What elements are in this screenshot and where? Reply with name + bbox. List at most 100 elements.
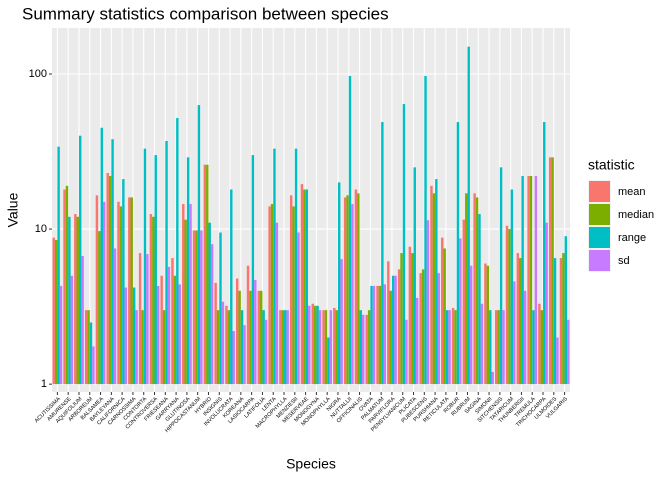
bar — [102, 201, 106, 385]
bar — [413, 167, 416, 385]
bar — [394, 275, 397, 385]
bar — [146, 254, 149, 385]
bar — [171, 258, 174, 385]
legend-swatch — [589, 227, 610, 248]
bar — [117, 201, 120, 385]
bar — [343, 197, 347, 385]
bar — [184, 219, 187, 385]
bar — [227, 310, 231, 385]
bar — [523, 290, 527, 385]
bar — [415, 297, 419, 385]
bar — [225, 305, 228, 385]
bar — [316, 305, 319, 385]
legend-label: sd — [618, 255, 630, 267]
bar — [63, 189, 66, 385]
bar — [124, 287, 128, 385]
bar — [448, 310, 451, 385]
bar — [548, 157, 552, 385]
bar — [513, 281, 516, 385]
bar — [54, 240, 58, 385]
bar — [122, 179, 125, 385]
bar — [378, 285, 382, 385]
bar — [203, 164, 207, 385]
bar — [324, 310, 328, 385]
bar — [281, 310, 285, 385]
bar — [329, 310, 333, 385]
legend-label: mean — [618, 186, 646, 198]
bar — [249, 290, 252, 385]
bar — [508, 229, 511, 385]
bar — [65, 185, 69, 385]
bar — [543, 122, 546, 385]
bar — [308, 305, 311, 385]
bar — [553, 258, 557, 385]
bar — [87, 310, 90, 385]
bar — [545, 222, 548, 385]
bar — [538, 303, 541, 385]
bar — [270, 204, 274, 385]
bar — [108, 175, 112, 385]
panel — [52, 28, 570, 392]
bar — [562, 253, 565, 385]
bar — [119, 206, 123, 385]
bar — [408, 246, 412, 385]
bar — [197, 105, 201, 385]
y-tick-label: 10 — [35, 223, 47, 235]
bar — [57, 146, 60, 385]
bar — [135, 310, 138, 385]
bar — [141, 310, 144, 385]
legend-swatch — [589, 204, 610, 225]
bar — [519, 258, 522, 385]
bar — [81, 256, 84, 385]
bar — [235, 278, 239, 385]
bar — [462, 219, 466, 385]
bar — [411, 253, 414, 385]
bar — [340, 259, 343, 385]
bar — [262, 310, 265, 385]
bar — [138, 253, 142, 385]
bar — [216, 310, 220, 385]
bar — [346, 195, 349, 385]
bar — [100, 127, 103, 385]
bar — [365, 314, 368, 385]
bar — [286, 310, 289, 385]
bar — [162, 310, 166, 385]
bar — [273, 148, 276, 385]
legend-swatch — [589, 181, 610, 202]
bar — [445, 310, 449, 385]
bar — [294, 148, 298, 385]
chart-title: Summary statistics comparison between sp… — [22, 4, 389, 23]
bar — [559, 258, 563, 385]
y-tick-label: 100 — [29, 68, 47, 80]
bar — [564, 236, 568, 385]
bar — [516, 253, 520, 385]
bar — [232, 331, 235, 385]
bar — [337, 182, 341, 385]
bar — [510, 189, 514, 385]
bar — [210, 244, 214, 385]
bar — [219, 232, 222, 385]
bar — [402, 104, 406, 385]
bar — [467, 46, 470, 385]
bar — [275, 222, 279, 385]
bar — [68, 216, 71, 385]
bar — [376, 285, 379, 385]
bar — [359, 310, 362, 385]
bar — [300, 184, 304, 385]
bar — [532, 310, 535, 385]
bar — [284, 310, 287, 385]
bar — [435, 179, 438, 385]
bar — [257, 290, 261, 385]
bar — [556, 337, 559, 385]
bar — [322, 310, 325, 385]
bar — [432, 193, 436, 385]
bar — [494, 310, 498, 385]
bar — [178, 284, 181, 385]
bar — [383, 284, 387, 385]
bar — [441, 237, 444, 385]
bar — [254, 279, 257, 385]
bar — [478, 214, 481, 385]
bar — [381, 122, 384, 385]
bar — [551, 157, 554, 385]
